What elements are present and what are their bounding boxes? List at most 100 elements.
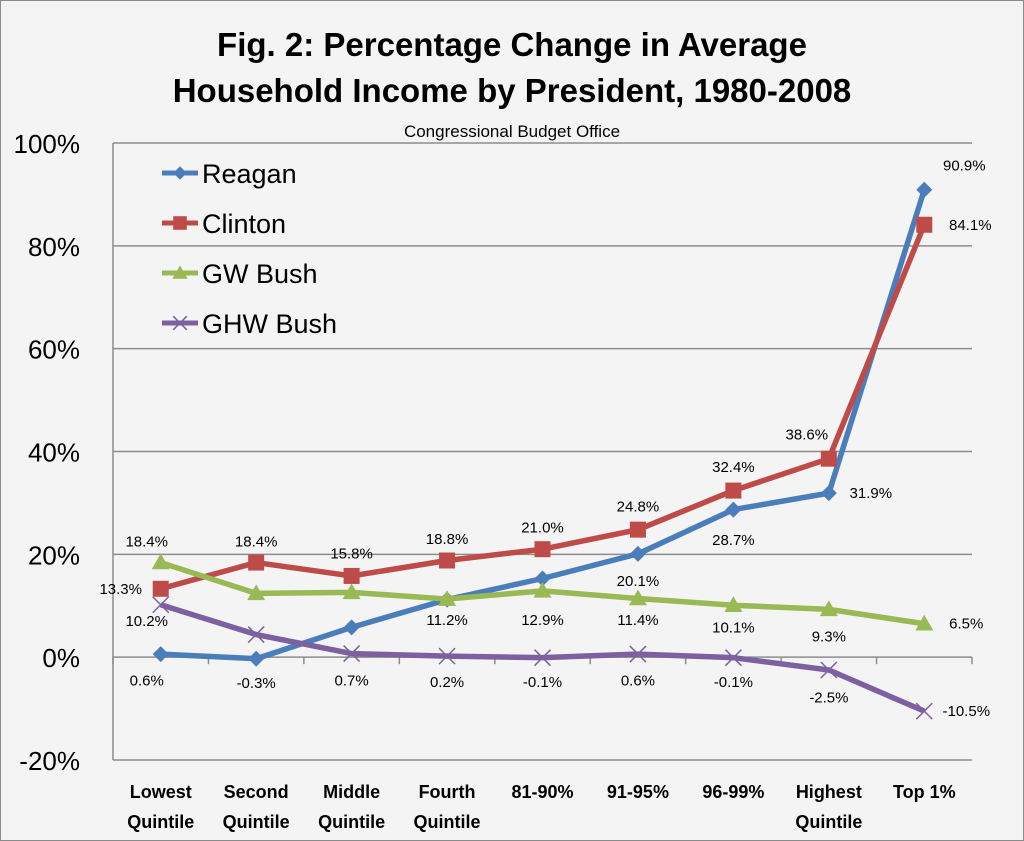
triangle-marker bbox=[628, 589, 647, 606]
data-label: 21.0% bbox=[521, 520, 564, 537]
data-label: 18.8% bbox=[426, 531, 469, 548]
diamond-marker bbox=[916, 181, 933, 198]
x-tick-label: Quintile bbox=[318, 812, 385, 832]
x-tick-label: Highest bbox=[796, 782, 862, 802]
x-tick-label: 81-90% bbox=[511, 782, 573, 802]
legend-label: Clinton bbox=[202, 209, 286, 239]
data-label: 28.7% bbox=[712, 532, 755, 549]
data-label: 90.9% bbox=[943, 158, 986, 175]
data-label: 13.3% bbox=[99, 581, 142, 598]
x-tick-label: Second bbox=[224, 782, 289, 802]
legend-label: Reagan bbox=[202, 159, 297, 189]
data-label: 18.4% bbox=[235, 533, 278, 550]
data-label: 18.4% bbox=[125, 533, 168, 550]
x-marker bbox=[438, 647, 456, 665]
chart-subtitle: Congressional Budget Office bbox=[404, 122, 620, 141]
data-label: 84.1% bbox=[949, 217, 992, 234]
x-tick-label: 91-95% bbox=[607, 782, 669, 802]
data-label: 24.8% bbox=[617, 499, 660, 516]
data-label: 12.9% bbox=[521, 612, 564, 629]
x-marker bbox=[247, 626, 265, 644]
diamond-marker bbox=[173, 166, 187, 180]
x-marker bbox=[533, 649, 552, 667]
x-marker bbox=[152, 596, 170, 614]
y-tick-label: -20% bbox=[19, 746, 80, 776]
square-marker bbox=[248, 554, 265, 571]
diamond-marker bbox=[248, 650, 265, 667]
y-tick-label: 80% bbox=[28, 232, 80, 262]
data-label: 9.3% bbox=[812, 629, 846, 646]
series-group bbox=[151, 181, 934, 720]
data-label: -0.1% bbox=[714, 674, 753, 691]
legend-item: Clinton bbox=[162, 209, 286, 239]
x-marker bbox=[343, 645, 361, 663]
data-label: 6.5% bbox=[949, 616, 983, 633]
triangle-marker bbox=[915, 614, 934, 631]
data-label: 11.4% bbox=[617, 612, 658, 629]
y-tick-label: 40% bbox=[28, 438, 80, 468]
series-clinton bbox=[152, 216, 933, 597]
square-marker bbox=[820, 450, 837, 467]
legend-item: GHW Bush bbox=[162, 309, 337, 339]
data-label: 11.2% bbox=[426, 612, 467, 629]
data-label: -0.3% bbox=[237, 675, 276, 692]
data-label: 10.1% bbox=[712, 619, 755, 636]
y-tick-label: 20% bbox=[28, 540, 80, 570]
triangle-marker bbox=[819, 600, 838, 617]
legend-item: GW Bush bbox=[162, 259, 318, 289]
diamond-marker bbox=[725, 501, 742, 518]
data-label: 20.1% bbox=[617, 573, 660, 590]
triangle-marker bbox=[172, 265, 188, 279]
legend-label: GW Bush bbox=[202, 259, 318, 289]
diamond-marker bbox=[152, 646, 169, 663]
x-tick-label: Quintile bbox=[795, 812, 862, 832]
x-tick-label: Fourth bbox=[419, 782, 476, 802]
legend: Reagan Clinton GW Bush GHW Bush bbox=[162, 159, 337, 339]
square-marker bbox=[629, 521, 646, 538]
triangle-marker bbox=[533, 581, 552, 598]
x-marker bbox=[172, 315, 188, 331]
data-labels: 18.4% 13.3% 10.2% 0.6% 18.4% -0.3% 15.8% 0.7% 18… bbox=[99, 158, 991, 721]
x-tick-label: Quintile bbox=[223, 812, 290, 832]
data-label: 15.8% bbox=[330, 545, 373, 562]
square-marker bbox=[173, 216, 187, 230]
legend-label: GHW Bush bbox=[202, 309, 337, 339]
x-tick-label: 96-99% bbox=[702, 782, 764, 802]
y-axis-ticks: -20% 0% 20% 40% 60% 80% 100% bbox=[14, 129, 81, 776]
series-ghw-bush bbox=[152, 596, 933, 720]
y-tick-label: 0% bbox=[42, 643, 80, 673]
y-tick-label: 100% bbox=[14, 129, 81, 159]
diamond-marker bbox=[534, 570, 551, 587]
data-label: 32.4% bbox=[712, 459, 755, 476]
data-label: 38.6% bbox=[786, 427, 829, 444]
x-tick-label: Lowest bbox=[130, 782, 192, 802]
y-tick-label: 60% bbox=[28, 335, 80, 365]
triangle-marker bbox=[724, 596, 743, 612]
series-gw-bush bbox=[151, 553, 934, 631]
data-label: 0.7% bbox=[335, 672, 369, 689]
chart-title-line-2: Household Income by President, 1980-2008 bbox=[173, 72, 852, 109]
x-marker bbox=[724, 649, 742, 667]
data-label: 0.2% bbox=[430, 674, 464, 691]
triangle-marker bbox=[247, 584, 266, 601]
x-axis-ticks: Lowest Quintile Second Quintile Middle Quinti… bbox=[127, 782, 955, 832]
data-label: 0.6% bbox=[621, 672, 655, 689]
square-marker bbox=[343, 567, 360, 584]
diamond-marker bbox=[820, 485, 837, 502]
square-marker bbox=[916, 216, 933, 233]
x-tick-label: Quintile bbox=[127, 812, 194, 832]
series-reagan bbox=[152, 181, 933, 667]
square-marker bbox=[439, 552, 456, 569]
square-marker bbox=[152, 580, 169, 597]
square-marker bbox=[534, 541, 551, 558]
x-marker bbox=[915, 702, 933, 720]
triangle-marker bbox=[438, 590, 457, 606]
x-marker bbox=[629, 645, 647, 663]
triangle-marker bbox=[151, 553, 170, 570]
x-marker bbox=[820, 661, 838, 679]
data-label: 10.2% bbox=[125, 613, 168, 630]
x-tick-label: Quintile bbox=[414, 812, 481, 832]
data-label: -0.1% bbox=[523, 674, 562, 691]
data-label: -2.5% bbox=[809, 689, 848, 706]
